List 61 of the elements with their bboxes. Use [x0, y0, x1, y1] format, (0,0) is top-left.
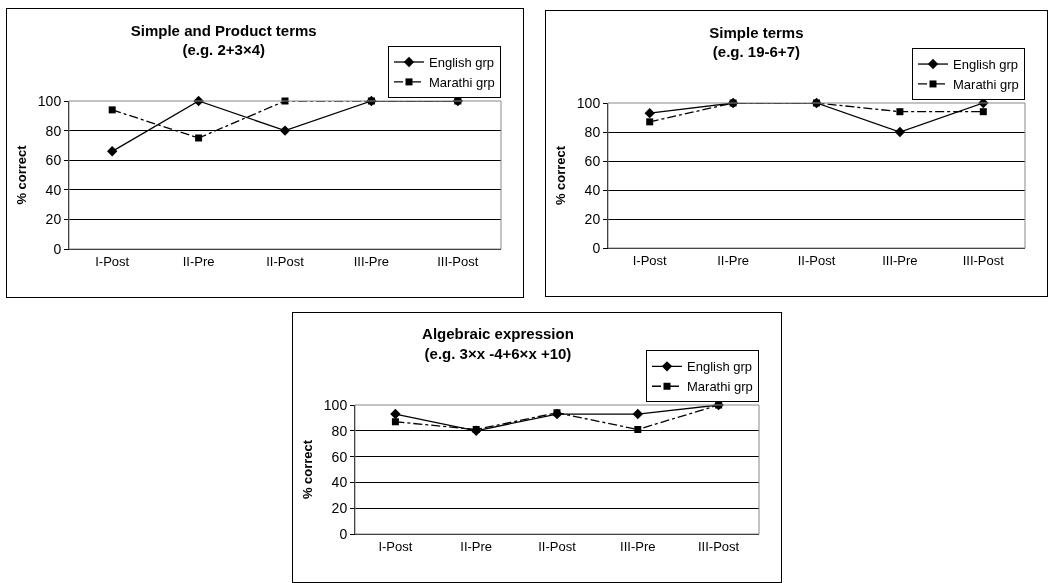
- y-tick-label: 40: [45, 181, 62, 198]
- x-tick-label: II-Post: [538, 538, 577, 554]
- legend-label: English grp: [687, 359, 753, 375]
- x-tick-label: III-Post: [962, 252, 1005, 268]
- x-tick-label: II-Post: [797, 252, 836, 268]
- point: [108, 106, 116, 114]
- x-tick-label: II-Pre: [717, 252, 749, 268]
- point: [979, 108, 987, 116]
- point: [390, 408, 401, 420]
- legend-label: Marathi grp: [953, 77, 1019, 93]
- x-tick-label: III-Pre: [353, 253, 390, 269]
- x-tick-label: I-Post: [378, 538, 413, 554]
- x-tick-label: II-Pre: [182, 253, 215, 269]
- point: [632, 408, 643, 420]
- point: [896, 108, 904, 116]
- y-tick-label: 20: [584, 210, 601, 227]
- chart-title: Simple and Product terms: [130, 21, 317, 39]
- point: [391, 418, 399, 426]
- point: [646, 118, 654, 126]
- y-tick-label: 0: [592, 239, 601, 256]
- point: [107, 146, 118, 157]
- x-tick-label: III-Post: [437, 253, 479, 269]
- legend-label: English grp: [429, 55, 495, 71]
- y-tick-label: 100: [576, 94, 601, 111]
- y-tick-label: 20: [45, 211, 62, 228]
- x-tick-label: I-Post: [632, 252, 668, 268]
- x-tick-label: III-Pre: [620, 538, 656, 554]
- chart-title: Simple terms: [709, 23, 804, 41]
- y-tick-label: 0: [339, 525, 348, 542]
- x-tick-label: II-Pre: [460, 538, 493, 554]
- y-tick-label: 60: [45, 152, 62, 169]
- legend-label: Marathi grp: [429, 74, 495, 90]
- point: [634, 426, 642, 434]
- chart-title: Algebraic expression: [422, 325, 574, 343]
- x-tick-label: III-Pre: [882, 252, 918, 268]
- y-tick-label: 60: [331, 448, 348, 465]
- chart-subtitle: (e.g. 3×x -4+6×x +10): [424, 344, 572, 362]
- point: [894, 126, 906, 138]
- point: [279, 125, 291, 136]
- y-tick-label: 40: [331, 474, 348, 491]
- y-tick-label: 80: [45, 122, 62, 139]
- y-tick-label: 40: [584, 181, 601, 198]
- y-tick-label: 100: [323, 396, 348, 413]
- x-tick-label: II-Post: [266, 253, 305, 269]
- chart-subtitle: (e.g. 19-6+7): [712, 43, 800, 61]
- y-tick-label: 0: [53, 240, 62, 257]
- point: [195, 134, 203, 142]
- y-tick-label: 80: [584, 123, 601, 140]
- x-tick-label: III-Post: [698, 538, 740, 554]
- y-tick-label: 20: [331, 500, 348, 517]
- legend-label: Marathi grp: [687, 379, 753, 395]
- y-tick-label: 60: [584, 152, 601, 169]
- y-tick-label: 100: [37, 92, 62, 109]
- y-tick-label: 80: [331, 422, 348, 439]
- y-axis-title: % correct: [299, 439, 315, 500]
- y-axis-title: % correct: [552, 145, 568, 206]
- y-axis-title: % correct: [13, 144, 29, 205]
- legend-label: English grp: [953, 57, 1019, 73]
- chart-subtitle: (e.g. 2+3×4): [182, 41, 265, 59]
- point: [644, 107, 655, 119]
- x-tick-label: I-Post: [95, 253, 130, 269]
